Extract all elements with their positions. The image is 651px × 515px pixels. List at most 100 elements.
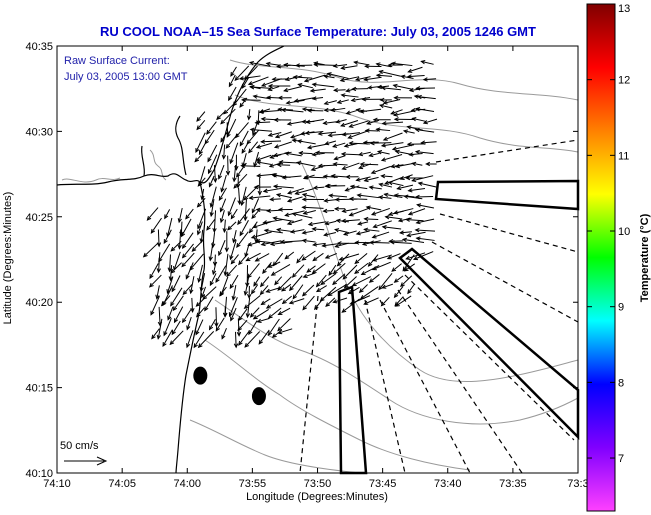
x-tick-label: 73:45 xyxy=(369,478,397,490)
current-vector-head xyxy=(259,282,265,288)
current-vector-head xyxy=(355,177,361,182)
current-vector-head xyxy=(363,77,369,82)
current-vector xyxy=(150,296,160,315)
current-vector xyxy=(258,329,270,345)
x-tick-label: 74:10 xyxy=(43,478,71,490)
current-vector-head xyxy=(194,157,200,163)
current-vector-head xyxy=(229,284,234,290)
current-vector-head xyxy=(360,271,366,276)
current-vector xyxy=(233,164,237,182)
current-vector-head xyxy=(196,202,202,208)
current-vector-head xyxy=(290,134,296,139)
current-vector-head xyxy=(371,266,377,271)
current-vector-head xyxy=(371,257,378,262)
current-vector-head xyxy=(350,97,356,103)
current-vector xyxy=(400,174,413,180)
current-vector xyxy=(244,331,261,348)
current-vector-head xyxy=(281,175,287,180)
current-vector xyxy=(228,74,236,87)
current-vector-head xyxy=(236,331,242,337)
current-vector-head xyxy=(382,136,388,141)
current-vector xyxy=(196,298,205,307)
current-vector-head xyxy=(291,212,297,217)
current-vector-head xyxy=(376,150,383,155)
current-vector-head xyxy=(390,164,396,169)
current-vector-head xyxy=(196,117,201,122)
current-vector-head xyxy=(217,174,222,180)
current-vector-head xyxy=(301,107,307,112)
current-vector-head xyxy=(305,119,311,124)
current-vector-head xyxy=(425,161,431,167)
current-vector xyxy=(193,331,205,348)
current-vector xyxy=(255,121,271,124)
current-vector-head xyxy=(199,286,204,293)
current-vector-head xyxy=(328,271,333,276)
current-vector-head xyxy=(244,75,249,81)
current-vector xyxy=(336,119,347,123)
current-vector xyxy=(385,216,401,220)
current-vector xyxy=(339,253,360,261)
current-vector xyxy=(332,273,346,285)
current-vector-head xyxy=(223,109,229,115)
current-vector-head xyxy=(150,310,155,316)
current-vector xyxy=(244,275,250,295)
current-vector-head xyxy=(215,278,220,284)
current-vector-head xyxy=(365,205,371,210)
current-vector-head xyxy=(212,228,217,234)
current-vector xyxy=(250,86,272,89)
current-vector-head xyxy=(311,96,317,101)
current-vector-head xyxy=(347,134,353,139)
current-vector-head xyxy=(197,181,203,187)
current-vector xyxy=(359,284,368,293)
current-vector-head xyxy=(380,173,386,179)
current-vector-head xyxy=(226,132,231,138)
current-vector-head xyxy=(266,208,272,213)
current-vector-head xyxy=(399,175,405,180)
current-vector-head xyxy=(333,156,339,161)
current-vector-head xyxy=(294,63,300,68)
current-vector-head xyxy=(381,284,387,289)
current-vector-head xyxy=(312,185,318,190)
current-vector xyxy=(376,74,392,77)
current-vector-head xyxy=(281,299,287,305)
current-vector xyxy=(230,208,238,219)
current-vector-head xyxy=(332,63,338,69)
current-vector-head xyxy=(363,216,369,222)
current-vector-head xyxy=(375,127,381,132)
current-vector-head xyxy=(243,304,249,309)
current-vector-head xyxy=(415,236,421,241)
current-vector xyxy=(394,285,404,298)
current-vector xyxy=(408,66,423,73)
current-vector xyxy=(248,76,269,85)
current-vector-head xyxy=(400,282,405,287)
current-vector xyxy=(223,99,239,115)
current-vector xyxy=(354,253,368,264)
current-vector-head xyxy=(228,312,233,318)
site-marker xyxy=(251,387,266,406)
current-vector-head xyxy=(246,115,252,121)
current-vector-head xyxy=(393,193,399,198)
current-vector-head xyxy=(258,109,264,115)
current-vector-head xyxy=(330,107,336,113)
current-vector-head xyxy=(207,169,212,175)
current-vector xyxy=(209,319,216,330)
current-vector-head xyxy=(401,237,407,243)
current-vector xyxy=(182,308,193,323)
current-vector-head xyxy=(208,256,213,262)
current-vector xyxy=(369,274,380,283)
current-vector xyxy=(253,309,269,320)
current-vector xyxy=(277,318,291,331)
current-vector-head xyxy=(295,160,302,166)
current-vector xyxy=(149,263,159,279)
current-vector xyxy=(407,126,423,131)
current-vector-head xyxy=(348,212,354,217)
current-vector-head xyxy=(287,190,293,195)
current-vector xyxy=(238,187,241,205)
current-vector-head xyxy=(248,60,255,66)
current-vector-head xyxy=(332,280,337,286)
current-vector-head xyxy=(236,243,241,248)
current-vector xyxy=(209,241,214,261)
current-vector-head xyxy=(394,302,400,307)
current-vector-head xyxy=(335,119,341,124)
current-vector xyxy=(270,198,281,201)
